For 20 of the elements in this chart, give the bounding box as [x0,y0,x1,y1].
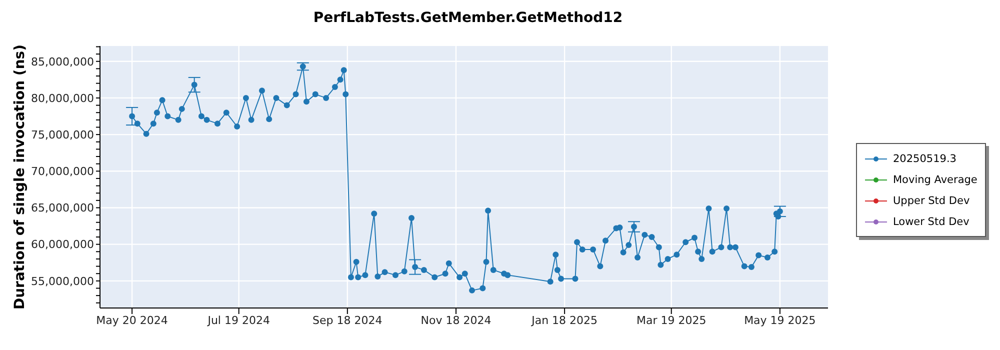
x-tick-label: Jul 19 2024 [206,314,270,327]
x-tick-label: Nov 18 2024 [420,314,492,327]
x-tick-label: Sep 18 2024 [312,314,382,327]
legend-label: Lower Std Dev [893,216,970,228]
y-tick-label: 55,000,000 [31,274,94,288]
x-tick-label: Jan 18 2025 [530,314,598,327]
y-tick-label: 75,000,000 [31,128,94,142]
legend-label: Upper Std Dev [893,194,970,206]
legend-label: Moving Average [893,174,978,186]
y-axis-title: Duration of single invocation (ns) [12,44,28,310]
y-tick-label: 80,000,000 [31,92,94,105]
x-tick-label: Mar 19 2025 [636,314,706,327]
y-tick-label: 85,000,000 [31,55,94,68]
chart-title: PerfLabTests.GetMember.GetMethod12 [312,10,624,26]
x-tick-label: May 19 2025 [744,314,816,327]
x-tick-label: May 20 2024 [96,314,168,327]
y-tick-label: 70,000,000 [31,165,94,178]
legend-label: 20250519.3 [893,152,956,164]
y-tick-label: 60,000,000 [31,238,94,252]
y-tick-label: 65,000,000 [31,202,94,215]
